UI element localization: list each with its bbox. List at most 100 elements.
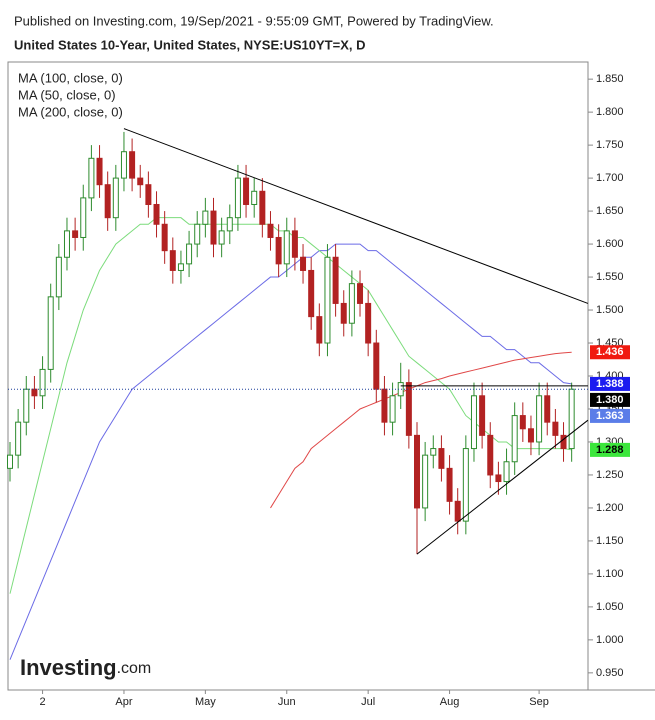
candle-body	[120, 151, 127, 179]
candle-body	[80, 197, 87, 238]
candle-body	[487, 434, 494, 476]
candle-body	[88, 157, 95, 199]
x-tick-label: Jun	[278, 696, 296, 708]
candle-body	[145, 184, 152, 205]
y-tick-label: 1.800	[596, 106, 624, 118]
y-tick-label: 1.500	[596, 304, 624, 316]
legend-entry: MA (100, close, 0)	[18, 70, 123, 85]
candle-body	[300, 256, 307, 271]
candle-body	[332, 256, 339, 304]
candle-body	[495, 474, 502, 483]
trendline	[123, 128, 589, 304]
candle-body	[568, 388, 575, 450]
ma-line	[9, 243, 572, 660]
candle-body	[153, 203, 160, 225]
candle-body	[438, 448, 445, 469]
candle-body	[291, 230, 298, 258]
candle-body	[218, 230, 225, 245]
logo: Investing.com	[20, 655, 151, 680]
candle-body	[267, 223, 274, 238]
y-tick-label: 1.250	[596, 469, 624, 481]
price-tag	[590, 376, 630, 391]
candle-body	[96, 157, 103, 186]
candle-body	[560, 434, 567, 450]
legend-entry: MA (50, close, 0)	[18, 87, 116, 102]
y-tick-label: 1.850	[596, 73, 624, 85]
candle-body	[112, 177, 119, 219]
candle-body	[23, 388, 30, 423]
y-tick-label: 1.750	[596, 139, 624, 151]
candle-body	[365, 302, 372, 344]
candle-body	[72, 230, 79, 238]
price-tag	[590, 345, 630, 360]
y-tick-label: 1.650	[596, 205, 624, 217]
candle-body	[511, 415, 518, 463]
candle-body	[202, 210, 209, 225]
candle-body	[177, 263, 184, 271]
y-tick-label: 1.050	[596, 601, 624, 613]
candle-body	[324, 256, 331, 344]
y-tick-label: 1.600	[596, 238, 624, 250]
x-tick-label: 2	[39, 696, 45, 708]
candle-body	[316, 316, 323, 344]
candle-body	[63, 230, 70, 258]
ma-line	[9, 217, 572, 594]
candle-body	[275, 236, 282, 265]
price-tag-label: 1.288	[596, 444, 624, 456]
candle-body	[234, 177, 241, 219]
candle-body	[55, 256, 62, 298]
price-tag	[590, 392, 630, 407]
chart-title: United States 10-Year, United States, NY…	[14, 37, 365, 52]
candle-body	[544, 395, 551, 423]
published-note: Published on Investing.com, 19/Sep/2021 …	[14, 13, 494, 28]
trendline	[416, 419, 589, 555]
y-tick-label: 1.150	[596, 535, 624, 547]
candle-body	[104, 184, 111, 219]
candle-body	[527, 428, 534, 443]
price-tag	[590, 408, 630, 423]
y-tick-label: 1.700	[596, 172, 624, 184]
candle-body	[446, 467, 453, 502]
price-tag	[590, 442, 630, 457]
candle-body	[405, 382, 412, 436]
candle-body	[7, 454, 13, 469]
candle-body	[259, 190, 266, 225]
candle-body	[462, 448, 469, 522]
y-tick-label: 1.100	[596, 568, 624, 580]
x-tick-label: May	[195, 696, 216, 708]
y-tick-label: 1.200	[596, 502, 624, 514]
candle-body	[422, 454, 429, 509]
candle-body	[283, 230, 290, 265]
candle-body	[503, 461, 510, 483]
candle-body	[129, 151, 136, 179]
candle-body	[226, 217, 233, 232]
candle-body	[454, 500, 461, 522]
logo-name: Investing	[20, 655, 117, 680]
candle-body	[373, 342, 380, 390]
x-tick-label: Sep	[529, 696, 549, 708]
candle-body	[15, 421, 22, 456]
candle-body	[348, 283, 355, 324]
price-tag-label: 1.363	[596, 410, 624, 422]
price-tag-label: 1.388	[596, 378, 624, 390]
candle-body	[210, 210, 217, 245]
candle-body	[340, 302, 347, 324]
candle-body	[381, 388, 388, 423]
candle-body	[137, 177, 144, 186]
x-tick-label: Jul	[361, 696, 375, 708]
candle-body	[169, 250, 176, 271]
candle-body	[519, 415, 526, 430]
candle-body	[536, 395, 543, 443]
logo-suffix: .com	[117, 660, 152, 677]
candle-body	[251, 190, 258, 205]
price-tag-label: 1.436	[596, 346, 624, 358]
price-tag-label: 1.380	[596, 394, 624, 406]
y-tick-label: 1.000	[596, 634, 624, 646]
candle-body	[243, 177, 250, 205]
candle-body	[552, 421, 559, 436]
candle-body	[39, 368, 46, 397]
x-tick-label: Aug	[440, 696, 460, 708]
candle-body	[357, 283, 364, 304]
